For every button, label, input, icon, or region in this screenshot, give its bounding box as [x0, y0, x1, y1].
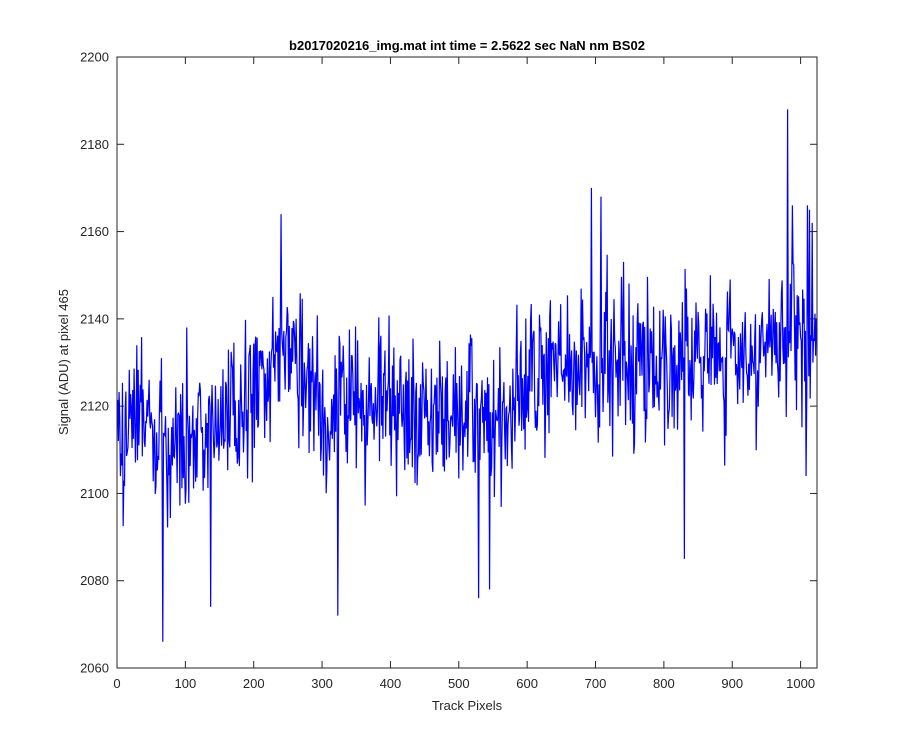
x-tick-label: 400	[380, 676, 402, 691]
x-tick-label: 900	[721, 676, 743, 691]
chart-title: b2017020216_img.mat int time = 2.5622 se…	[289, 38, 645, 53]
x-tick-label: 100	[175, 676, 197, 691]
y-tick-label: 2140	[80, 311, 109, 326]
signal-series-line	[117, 109, 818, 642]
y-tick-label: 2200	[80, 50, 109, 65]
x-tick-label: 0	[113, 676, 120, 691]
y-tick-label: 2080	[80, 573, 109, 588]
y-axis-label: Signal (ADU) at pixel 465	[56, 289, 71, 435]
y-tick-label: 2100	[80, 486, 109, 501]
x-axis-label: Track Pixels	[432, 698, 503, 713]
plot-frame	[116, 56, 818, 669]
y-tick-label: 2120	[80, 399, 109, 414]
series-layer	[117, 109, 818, 642]
y-tick-label: 2180	[80, 137, 109, 152]
y-tick-label: 2060	[80, 661, 109, 676]
x-tick-label: 500	[448, 676, 470, 691]
y-tick-label: 2160	[80, 224, 109, 239]
x-tick-label: 700	[585, 676, 607, 691]
x-tick-label: 300	[311, 676, 333, 691]
x-tick-label: 1000	[786, 676, 815, 691]
x-tick-label: 800	[653, 676, 675, 691]
x-tick-label: 200	[243, 676, 265, 691]
x-tick-label: 600	[516, 676, 538, 691]
y-axis-ticks: 2060 2080 2100 2120 2140 2160 2180 2200	[80, 50, 817, 676]
plot-background	[117, 57, 817, 668]
x-axis-ticks: 0 100 200 300 400 500 600 700 800 900 1000	[113, 57, 815, 691]
